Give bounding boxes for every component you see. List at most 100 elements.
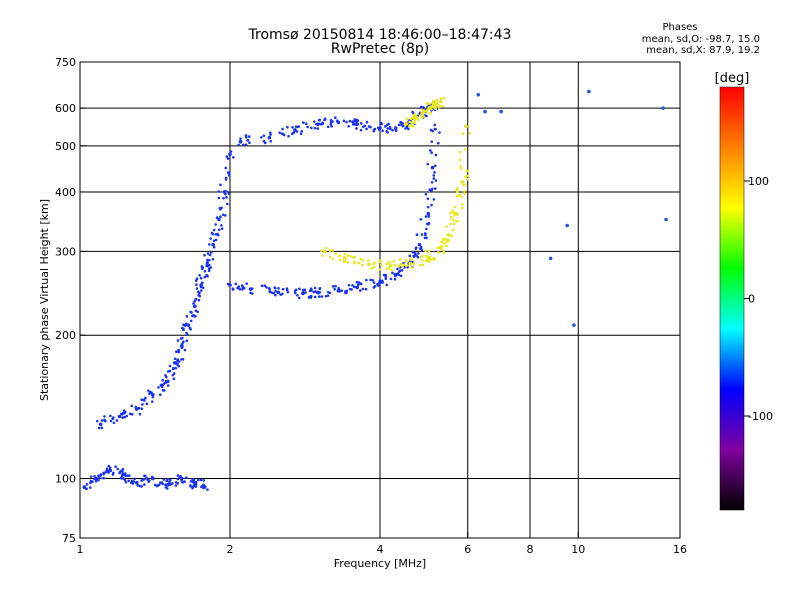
data-point xyxy=(426,211,431,216)
data-point xyxy=(202,479,206,482)
data-point xyxy=(234,282,238,286)
data-point xyxy=(300,130,304,133)
data-point xyxy=(402,263,406,267)
colorbar-tick-label: 0 xyxy=(748,293,755,306)
gridlines xyxy=(80,62,680,538)
data-point xyxy=(166,477,169,481)
data-point xyxy=(241,143,245,147)
data-point xyxy=(208,243,211,246)
data-point xyxy=(205,261,209,265)
data-point xyxy=(454,219,458,223)
data-point xyxy=(176,358,180,361)
data-point xyxy=(227,172,231,175)
data-point xyxy=(227,192,231,195)
data-point xyxy=(176,482,180,485)
data-point xyxy=(451,210,455,214)
data-point xyxy=(410,121,413,124)
data-point xyxy=(128,412,132,416)
data-point xyxy=(326,294,330,297)
data-point xyxy=(199,283,203,287)
data-point xyxy=(415,233,419,237)
data-point xyxy=(359,257,363,261)
x-tick-label: 10 xyxy=(571,543,585,556)
data-point xyxy=(372,281,376,284)
data-point xyxy=(121,411,125,415)
data-point xyxy=(186,323,191,327)
data-point xyxy=(434,105,437,109)
data-point xyxy=(389,277,393,281)
data-point xyxy=(267,135,272,140)
data-point xyxy=(399,120,402,124)
data-point xyxy=(221,213,225,217)
data-point xyxy=(207,258,211,262)
data-point xyxy=(408,120,411,124)
data-point xyxy=(211,232,215,236)
data-point xyxy=(449,211,452,215)
data-point xyxy=(157,483,161,487)
data-point xyxy=(456,219,459,223)
data-point xyxy=(91,480,94,483)
data-point xyxy=(451,218,455,221)
data-point xyxy=(194,298,197,301)
data-point xyxy=(185,333,189,336)
data-point xyxy=(217,190,221,193)
data-point xyxy=(226,157,230,160)
data-point xyxy=(451,228,455,232)
data-point xyxy=(142,398,146,402)
data-point xyxy=(357,281,361,284)
data-point xyxy=(430,140,434,143)
data-point xyxy=(367,258,370,262)
data-point xyxy=(320,295,324,298)
data-point xyxy=(238,287,242,291)
data-point xyxy=(389,127,392,131)
data-point xyxy=(286,290,290,294)
data-point xyxy=(414,247,418,251)
data-point xyxy=(345,120,348,124)
data-point xyxy=(359,128,363,132)
data-point xyxy=(226,282,230,286)
data-point xyxy=(661,106,665,110)
phase-stats-title: Phases xyxy=(662,22,698,33)
data-point xyxy=(168,369,172,373)
data-point xyxy=(435,98,438,102)
data-point xyxy=(176,474,180,477)
data-point xyxy=(281,127,284,131)
data-point xyxy=(438,246,441,249)
data-point xyxy=(424,249,427,253)
data-point xyxy=(310,126,313,130)
data-point xyxy=(331,257,335,261)
data-point xyxy=(150,400,154,403)
data-point xyxy=(247,135,251,138)
data-point xyxy=(420,248,424,251)
data-point xyxy=(310,289,313,292)
data-point xyxy=(446,233,449,237)
data-point xyxy=(109,419,113,423)
data-point xyxy=(361,287,365,291)
y-tick-label: 600 xyxy=(55,102,76,115)
data-point xyxy=(411,251,415,254)
data-point xyxy=(346,254,350,257)
data-point xyxy=(248,287,253,291)
data-point xyxy=(373,284,377,288)
data-point xyxy=(225,155,229,158)
data-point xyxy=(455,195,459,198)
data-point xyxy=(203,253,206,257)
data-point xyxy=(161,378,165,382)
data-point xyxy=(123,415,126,419)
data-point xyxy=(117,414,122,419)
data-point xyxy=(405,125,409,129)
data-point xyxy=(193,300,196,303)
data-point xyxy=(111,473,115,476)
data-point xyxy=(431,129,434,133)
data-point xyxy=(390,268,393,271)
data-point xyxy=(476,92,481,97)
data-point xyxy=(242,286,246,290)
data-point xyxy=(379,121,383,125)
data-point xyxy=(217,228,221,232)
data-point xyxy=(441,104,445,108)
data-point xyxy=(431,187,434,191)
data-point xyxy=(225,196,228,199)
data-point xyxy=(172,372,176,375)
data-point xyxy=(164,379,168,383)
data-point xyxy=(352,285,356,289)
